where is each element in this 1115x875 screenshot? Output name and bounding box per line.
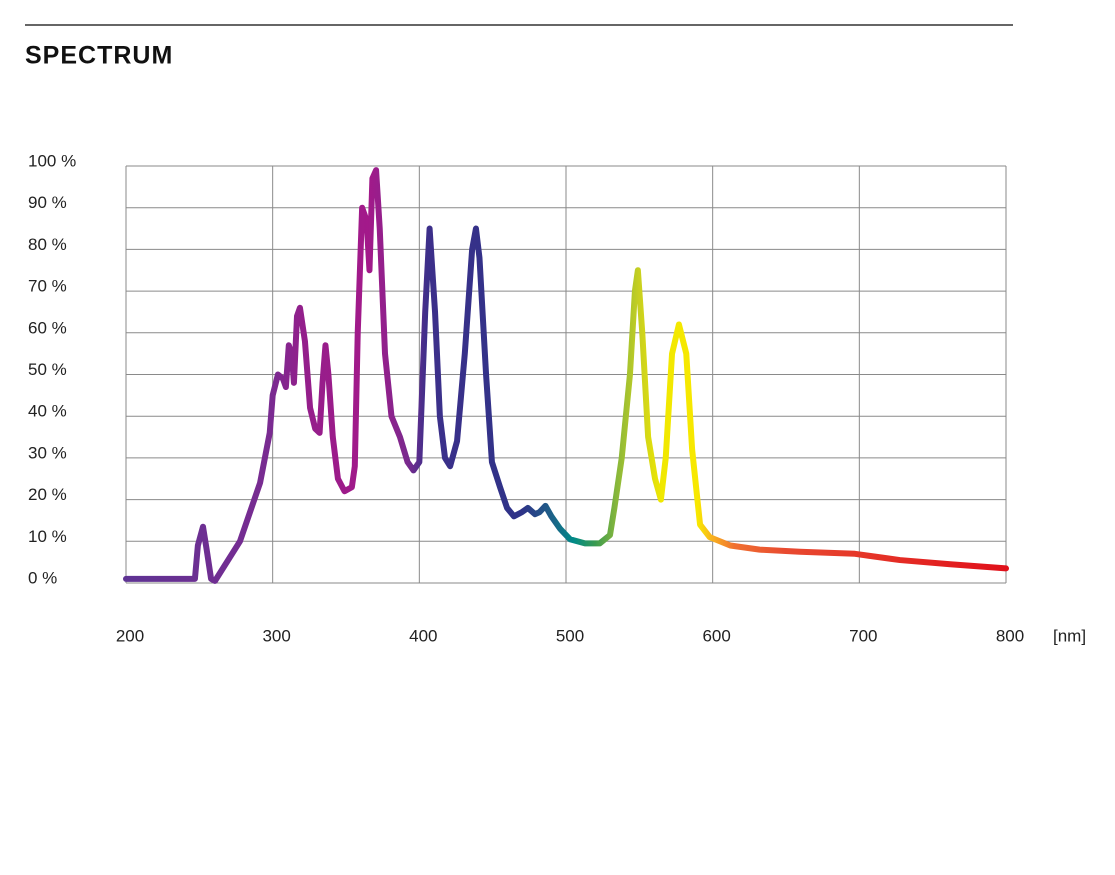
- chart-title: SPECTRUM: [25, 42, 173, 70]
- y-tick-label: 40 %: [28, 402, 67, 421]
- y-tick-label: 90 %: [28, 193, 67, 212]
- y-tick-label: 0 %: [28, 568, 57, 587]
- x-tick-label: 200: [116, 626, 144, 645]
- x-tick-label: 500: [556, 626, 584, 645]
- spectrum-line: [123, 167, 1009, 584]
- y-tick-label: 20 %: [28, 485, 67, 504]
- y-tick-label: 60 %: [28, 318, 67, 337]
- y-tick-label: 30 %: [28, 443, 67, 462]
- x-tick-label: 300: [262, 626, 290, 645]
- x-tick-label: 400: [409, 626, 437, 645]
- y-tick-label: 70 %: [28, 277, 67, 296]
- y-tick-label: 80 %: [28, 235, 67, 254]
- x-tick-label: 700: [849, 626, 877, 645]
- x-axis-label: [nm]: [1053, 626, 1086, 645]
- y-tick-label: 50 %: [28, 360, 67, 379]
- x-tick-label: 800: [996, 626, 1024, 645]
- y-tick-label: 100 %: [28, 151, 76, 170]
- y-tick-label: 10 %: [28, 527, 67, 546]
- x-tick-label: 600: [702, 626, 730, 645]
